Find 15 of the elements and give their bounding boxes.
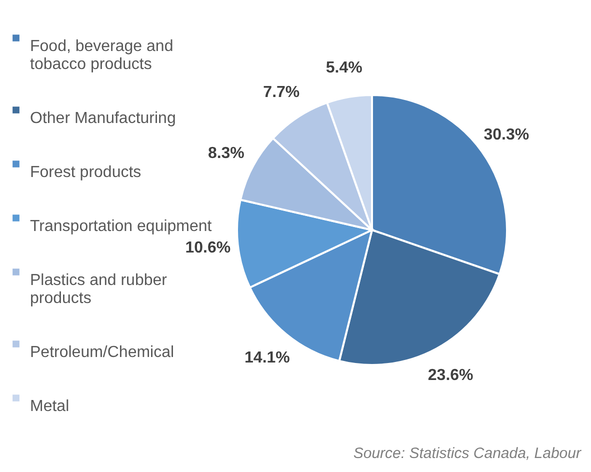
- legend-label: Other Manufacturing: [30, 110, 176, 127]
- legend-label: Food, beverage and tobacco products: [30, 38, 174, 73]
- legend-label: Plastics and rubber products: [30, 272, 168, 307]
- legend-label: Forest products: [30, 164, 142, 181]
- data-label: 7.7%: [263, 84, 300, 102]
- legend-label: Transportation equipment: [30, 218, 212, 235]
- data-label: 10.6%: [185, 240, 231, 257]
- legend-label: Metal: [30, 398, 70, 415]
- data-label: 5.4%: [326, 59, 362, 76]
- legend-label: Petroleum/Chemical: [30, 344, 174, 361]
- source-note: Source: Statistics Canada, Labour: [353, 445, 581, 462]
- data-label: 23.6%: [428, 367, 474, 384]
- data-label: 14.1%: [244, 349, 290, 366]
- data-label: 30.3%: [484, 126, 530, 144]
- data-label: 8.3%: [208, 144, 244, 162]
